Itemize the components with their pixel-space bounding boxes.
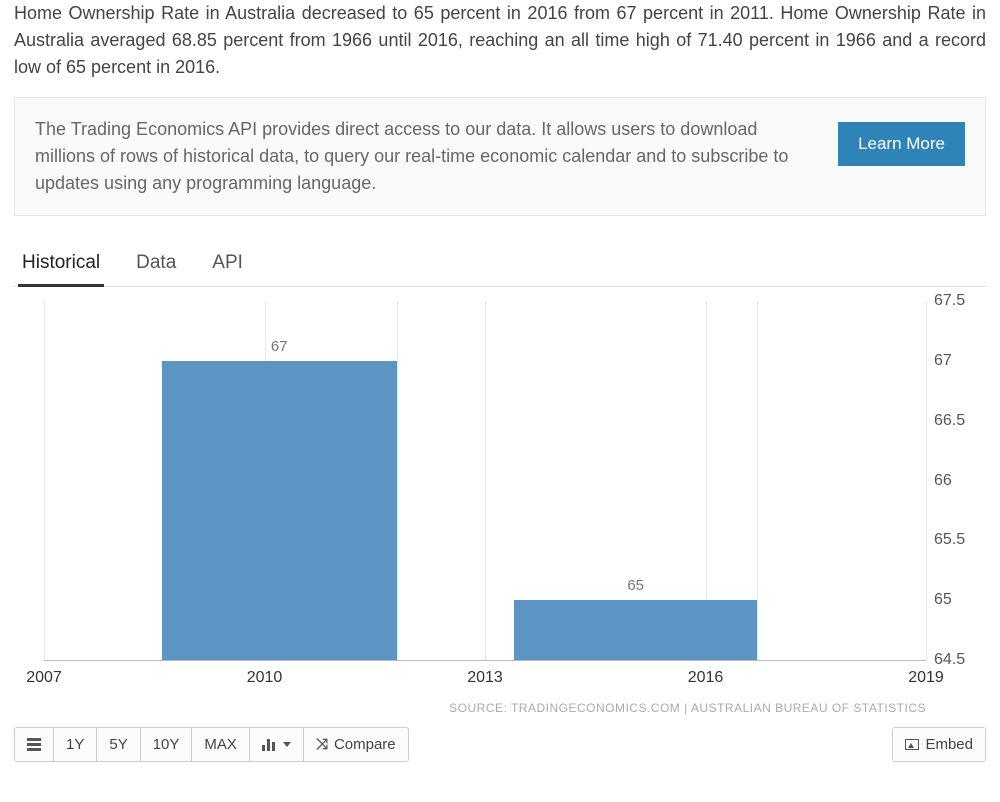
embed-label: Embed	[925, 736, 973, 753]
image-icon	[905, 739, 919, 750]
tab-api[interactable]: API	[208, 244, 247, 287]
range-1y-button[interactable]: 1Y	[53, 728, 96, 761]
compare-button[interactable]: ⤨ Compare	[303, 728, 408, 761]
x-tick-label: 2016	[688, 669, 724, 687]
y-tick-label: 64.5	[934, 651, 965, 669]
chart: 6765 67.56766.56665.56564.5	[14, 301, 986, 661]
chart-bar[interactable]	[162, 361, 397, 660]
tab-bar: Historical Data API	[14, 244, 986, 287]
y-tick-label: 66	[934, 472, 952, 490]
y-tick-label: 65.5	[934, 531, 965, 549]
range-max-button[interactable]: MAX	[191, 728, 249, 761]
toolbar-range-group: 1Y 5Y 10Y MAX ⤨ Compare	[14, 727, 409, 762]
api-callout: The Trading Economics API provides direc…	[14, 97, 986, 216]
embed-button[interactable]: Embed	[893, 728, 985, 761]
grid-line	[397, 301, 398, 660]
toolbar-embed-group: Embed	[892, 727, 986, 762]
y-tick-label: 65	[934, 591, 952, 609]
y-tick-label: 66.5	[934, 412, 965, 430]
compare-label: Compare	[334, 736, 396, 753]
chart-type-button[interactable]	[249, 728, 303, 761]
intro-text: Home Ownership Rate in Australia decreas…	[14, 0, 986, 81]
chart-x-axis: 20072010201320162019	[44, 669, 926, 693]
x-tick-label: 2007	[26, 669, 62, 687]
bar-chart-icon	[262, 739, 275, 751]
chart-plot-area[interactable]: 67 65	[44, 301, 926, 661]
range-10y-button[interactable]: 10Y	[140, 728, 192, 761]
bar-value-label: 67	[271, 338, 288, 355]
tab-data[interactable]: Data	[132, 244, 180, 287]
chart-source: SOURCE: TRADINGECONOMICS.COM | AUSTRALIA…	[14, 701, 926, 715]
api-callout-text: The Trading Economics API provides direc…	[35, 116, 818, 197]
table-view-button[interactable]	[15, 728, 53, 761]
chevron-down-icon	[283, 742, 291, 747]
y-tick-label: 67.5	[934, 292, 965, 310]
bar-value-label: 65	[627, 577, 644, 594]
chart-y-axis: 67.56766.56665.56564.5	[926, 301, 986, 661]
x-tick-label: 2013	[467, 669, 503, 687]
x-tick-label: 2010	[247, 669, 283, 687]
range-5y-button[interactable]: 5Y	[96, 728, 139, 761]
grid-line	[44, 301, 45, 660]
learn-more-button[interactable]: Learn More	[838, 122, 965, 166]
x-tick-label: 2019	[908, 669, 944, 687]
grid-line	[757, 301, 758, 660]
chart-bar[interactable]	[514, 600, 757, 660]
table-icon	[27, 738, 41, 751]
shuffle-icon: ⤨	[316, 736, 328, 753]
y-tick-label: 67	[934, 352, 952, 370]
chart-toolbar: 1Y 5Y 10Y MAX ⤨ Compare Embed	[14, 727, 986, 762]
grid-line	[485, 301, 486, 660]
tab-historical[interactable]: Historical	[18, 244, 104, 287]
